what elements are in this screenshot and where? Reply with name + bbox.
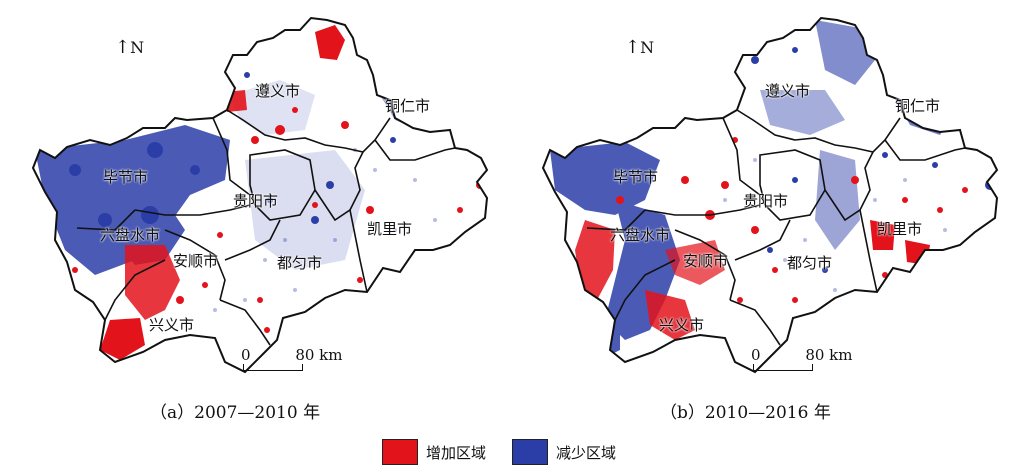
city-boundaries-a — [76, 109, 456, 346]
city-label-kaili: 凯里市 — [877, 220, 923, 238]
legend-item-decrease: 减少区域 — [512, 439, 616, 465]
legend: 增加区域 减少区域 — [0, 437, 1027, 465]
legend-label-decrease: 减少区域 — [556, 443, 617, 462]
scale-bar-b: 0 80 km — [751, 346, 853, 371]
land-change-layer-a — [35, 25, 484, 360]
city-label-zunyi: 遵义市 — [255, 82, 301, 100]
city-label-tongren: 铜仁市 — [385, 97, 431, 115]
city-label-guiyang: 贵阳市 — [233, 192, 279, 210]
city-label-liupanshui: 六盘水市 — [100, 226, 161, 244]
scale-bar-a: 0 80 km — [241, 346, 343, 371]
legend-swatch-decrease — [512, 439, 548, 465]
city-label-bijie: 毕节市 — [613, 168, 659, 186]
up-arrow-icon: ↑ — [625, 37, 641, 58]
caption-b: （b）2010—2016 年 — [660, 403, 831, 423]
city-label-bijie: 毕节市 — [103, 168, 149, 186]
map-panel-a: ↑N 遵义市 铜仁市 毕节市 贵阳市 六盘水市 安顺市 都匀市 凯里市 兴义市 … — [15, 0, 515, 400]
legend-item-increase: 增加区域 — [382, 439, 486, 465]
city-label-anshun: 安顺市 — [173, 252, 219, 270]
north-arrow-b: ↑N — [625, 37, 655, 58]
caption-a: （a）2007—2010 年 — [150, 403, 321, 423]
city-label-anshun: 安顺市 — [683, 252, 729, 270]
city-label-tongren: 铜仁市 — [895, 97, 941, 115]
legend-swatch-increase — [382, 439, 418, 465]
city-label-xingyi: 兴义市 — [149, 316, 195, 334]
map-b-svg — [542, 17, 998, 373]
city-label-duyun: 都匀市 — [277, 254, 323, 272]
city-label-xingyi: 兴义市 — [659, 316, 705, 334]
north-arrow-a: ↑N — [115, 37, 145, 58]
legend-label-increase: 增加区域 — [426, 443, 487, 462]
city-label-duyun: 都匀市 — [787, 254, 833, 272]
map-a-svg — [32, 17, 488, 373]
city-label-guiyang: 贵阳市 — [743, 192, 789, 210]
city-label-kaili: 凯里市 — [367, 220, 413, 238]
city-label-zunyi: 遵义市 — [765, 82, 811, 100]
up-arrow-icon: ↑ — [115, 37, 131, 58]
map-panel-b: ↑N 遵义市 铜仁市 毕节市 贵阳市 六盘水市 安顺市 都匀市 凯里市 兴义市 … — [525, 0, 1025, 400]
city-label-liupanshui: 六盘水市 — [610, 226, 671, 244]
city-boundaries-b — [586, 109, 966, 346]
